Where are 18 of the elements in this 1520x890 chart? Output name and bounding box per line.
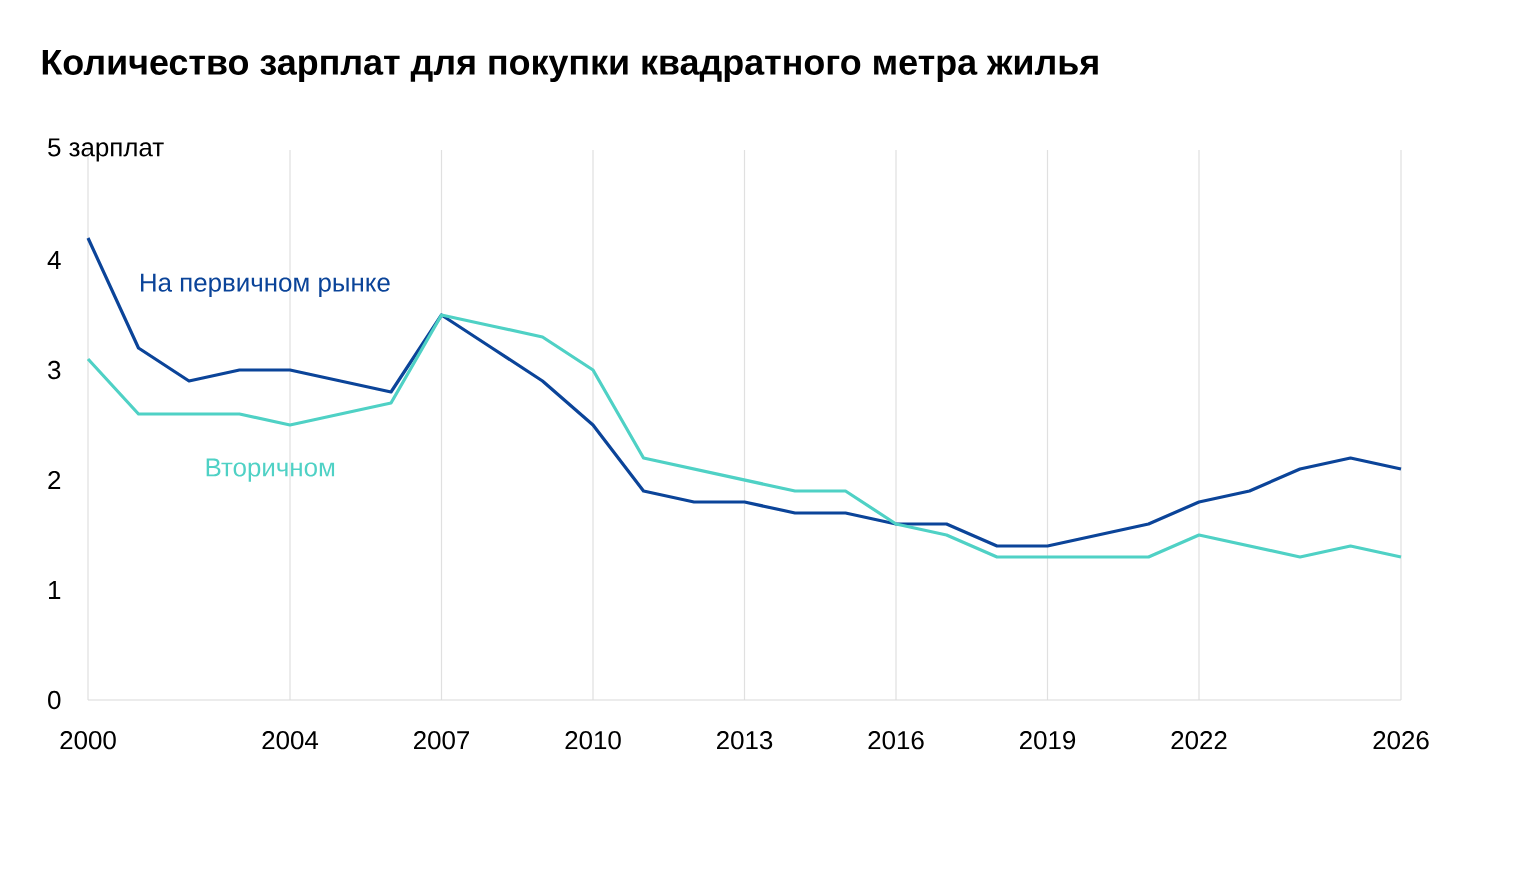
x-tick-label: 2022 xyxy=(1171,731,1227,750)
y-tick-label: 0 xyxy=(48,690,61,710)
series-label: На первичном рынке xyxy=(141,273,390,297)
x-tick-label: 2000 xyxy=(60,731,116,750)
x-tick-label: 2010 xyxy=(565,731,621,750)
x-tick-label: 2019 xyxy=(1020,731,1076,750)
x-tick-label: 2004 xyxy=(262,731,319,750)
y-tick-label: 1 xyxy=(49,581,61,599)
x-tick-label: 2007 xyxy=(414,731,469,750)
y-tick-label: 3 xyxy=(48,360,61,380)
chart-title: Количество зарплат для покупки квадратного метра жилья xyxy=(42,49,1098,83)
series-label: Вторичном xyxy=(206,458,335,482)
x-tick-label: 2026 xyxy=(1373,731,1429,750)
x-tick-label: 2016 xyxy=(868,731,924,750)
y-tick-label: 4 xyxy=(47,251,61,269)
y-tick-label: 5 зарплат xyxy=(48,138,164,162)
x-tick-label: 2013 xyxy=(717,731,773,750)
y-tick-label: 2 xyxy=(48,470,61,490)
